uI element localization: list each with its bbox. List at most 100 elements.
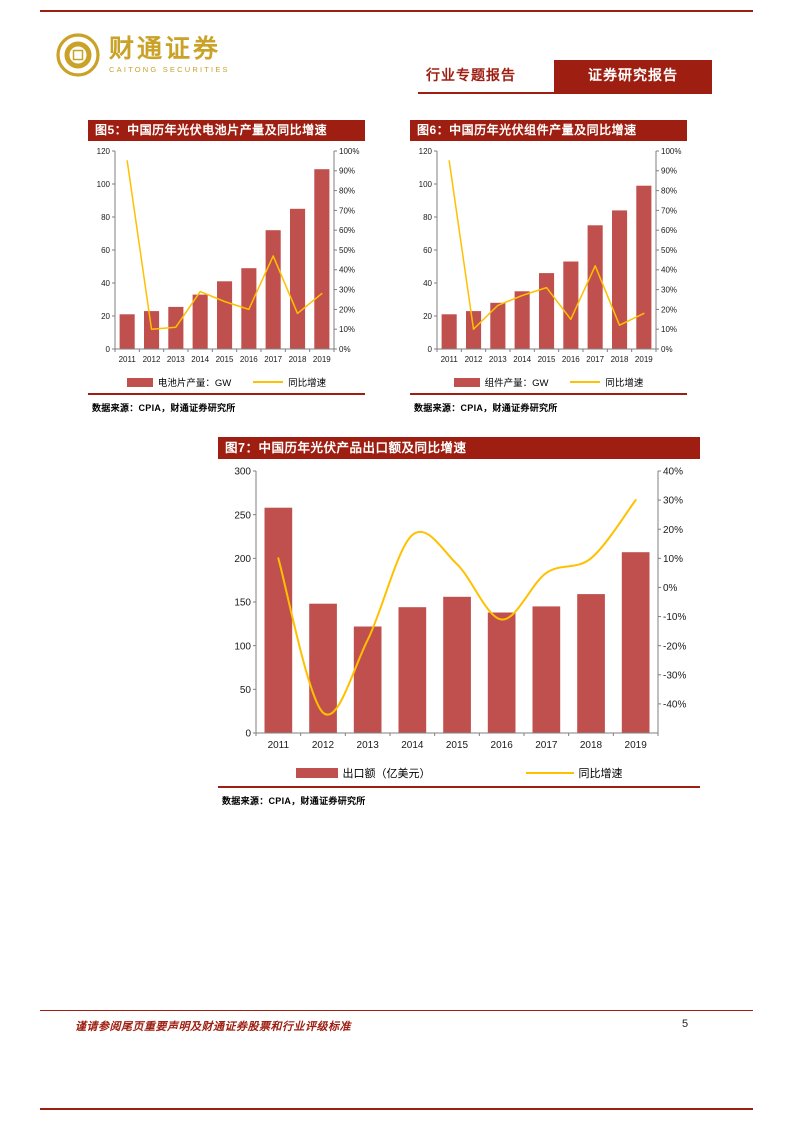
svg-text:2017: 2017 <box>535 740 558 751</box>
chart-legend: 组件产量：GW 同比增速 <box>410 371 687 393</box>
svg-text:80%: 80% <box>339 186 355 195</box>
svg-text:2011: 2011 <box>268 740 290 751</box>
svg-text:2013: 2013 <box>167 355 185 364</box>
svg-text:0%: 0% <box>339 345 351 354</box>
chart-legend: 出口额（亿美元） 同比增速 <box>218 760 700 786</box>
chart-canvas: 0 20 40 60 80 100 120 0% 10% 20% 30% 40% 50% 60% 70% 80… <box>97 147 360 364</box>
legend-line-label: 同比增速 <box>605 378 644 389</box>
svg-text:2015: 2015 <box>216 355 234 364</box>
chart-canvas: 0 20 40 60 80 100 120 0% 10% 20% 30% 40% 50% 60% 70% 80… <box>419 147 682 364</box>
svg-text:60: 60 <box>423 246 432 255</box>
bar-swatch-icon <box>453 377 480 387</box>
header-tags: 行业专题报告 证券研究报告 <box>418 60 712 94</box>
svg-text:2017: 2017 <box>264 355 282 364</box>
svg-text:200: 200 <box>234 554 251 565</box>
svg-text:2016: 2016 <box>491 740 514 751</box>
brand-logo: 财通证券 CAITONG SECURITIES <box>55 32 230 78</box>
bottom-rule <box>40 1108 753 1110</box>
data-source-note: 数据来源：CPIA，财通证券研究所 <box>222 796 366 806</box>
svg-text:100: 100 <box>97 180 111 189</box>
svg-text:40: 40 <box>101 279 110 288</box>
svg-text:60: 60 <box>101 246 110 255</box>
figure-body: 0 20 40 60 80 100 120 0% 10% 20% 30% 40% 50% 60% 70% 80… <box>88 141 365 395</box>
svg-text:30%: 30% <box>663 496 683 507</box>
svg-text:2012: 2012 <box>143 355 161 364</box>
svg-text:40%: 40% <box>661 266 677 275</box>
svg-text:250: 250 <box>234 510 251 521</box>
figure-title: 图7：中国历年光伏产品出口额及同比增速 <box>218 437 700 459</box>
svg-text:0%: 0% <box>663 583 678 594</box>
svg-text:40%: 40% <box>339 266 355 275</box>
svg-text:2014: 2014 <box>401 740 424 751</box>
svg-text:2016: 2016 <box>562 355 580 364</box>
svg-text:20: 20 <box>101 312 110 321</box>
line-swatch-icon <box>570 381 601 383</box>
svg-text:2019: 2019 <box>635 355 653 364</box>
svg-text:150: 150 <box>234 598 251 609</box>
svg-text:80%: 80% <box>661 186 677 195</box>
svg-text:80: 80 <box>423 213 432 222</box>
svg-text:20%: 20% <box>663 525 683 536</box>
svg-text:90%: 90% <box>339 167 355 176</box>
line-swatch-icon <box>253 381 284 383</box>
svg-text:2013: 2013 <box>489 355 507 364</box>
brand-name-cn: 财通证券 <box>109 35 222 63</box>
brand-text: 财通证券 CAITONG SECURITIES <box>109 36 230 75</box>
footer-disclaimer: 谨请参阅尾页重要声明及财通证券股票和行业评级标准 <box>75 1021 351 1033</box>
svg-text:300: 300 <box>234 467 251 478</box>
svg-text:2018: 2018 <box>289 355 307 364</box>
figure-body: 0 50 100 150 200 250 300 -40% -30% -20% -10% 0% 10% 2… <box>218 459 700 788</box>
legend-item-bar: 出口额（亿美元） <box>295 765 431 781</box>
svg-text:-10%: -10% <box>663 612 686 623</box>
svg-text:60%: 60% <box>661 226 677 235</box>
svg-text:90%: 90% <box>661 167 677 176</box>
data-source-note: 数据来源：CPIA，财通证券研究所 <box>414 403 558 413</box>
svg-text:2013: 2013 <box>357 740 380 751</box>
svg-text:50%: 50% <box>661 246 677 255</box>
chart-canvas: 0 50 100 150 200 250 300 -40% -30% -20% -10% 0% 10% 2… <box>234 467 686 751</box>
svg-text:100: 100 <box>419 180 433 189</box>
svg-text:-20%: -20% <box>663 641 686 652</box>
legend-line-label: 同比增速 <box>288 378 327 389</box>
svg-text:60%: 60% <box>339 226 355 235</box>
figure-pv-export-chart: 图7：中国历年光伏产品出口额及同比增速 0 50 100 150 200 250 300 -4… <box>218 437 700 807</box>
svg-text:50%: 50% <box>339 246 355 255</box>
figure-pv-cell-chart: 图5：中国历年光伏电池片产量及同比增速 0 20 40 60 80 100 120 0% 10%… <box>88 120 365 414</box>
figure-body: 0 20 40 60 80 100 120 0% 10% 20% 30% 40% 50% 60% 70% 80… <box>410 141 687 395</box>
svg-text:2019: 2019 <box>625 740 648 751</box>
footer-rule <box>40 1010 753 1011</box>
svg-text:10%: 10% <box>339 325 355 334</box>
svg-text:0: 0 <box>245 729 251 740</box>
svg-text:0%: 0% <box>661 345 673 354</box>
svg-text:10%: 10% <box>661 325 677 334</box>
figure-title: 图5：中国历年光伏电池片产量及同比增速 <box>88 120 365 141</box>
svg-text:2012: 2012 <box>312 740 335 751</box>
svg-text:2017: 2017 <box>586 355 604 364</box>
top-rule <box>40 10 753 12</box>
svg-text:2015: 2015 <box>538 355 556 364</box>
svg-text:100: 100 <box>234 641 251 652</box>
figure-title: 图6：中国历年光伏组件产量及同比增速 <box>410 120 687 141</box>
svg-text:2016: 2016 <box>240 355 258 364</box>
svg-text:120: 120 <box>97 147 111 156</box>
legend-bar-label: 组件产量：GW <box>484 378 549 389</box>
legend-item-line: 同比增速 <box>570 375 643 389</box>
caitong-logo-icon <box>56 33 100 77</box>
svg-text:10%: 10% <box>663 554 683 565</box>
svg-text:70%: 70% <box>661 206 677 215</box>
svg-text:2011: 2011 <box>441 355 459 364</box>
svg-text:20%: 20% <box>339 305 355 314</box>
legend-bar-label: 出口额（亿美元） <box>342 768 431 780</box>
svg-text:2018: 2018 <box>580 740 603 751</box>
svg-text:2011: 2011 <box>119 355 137 364</box>
report-series-tag: 证券研究报告 <box>554 60 712 92</box>
svg-text:0: 0 <box>428 345 433 354</box>
data-source-note: 数据来源：CPIA，财通证券研究所 <box>92 403 236 413</box>
legend-item-bar: 组件产量：GW <box>453 375 549 389</box>
legend-bar-label: 电池片产量：GW <box>157 378 232 389</box>
figure-pv-module-chart: 图6：中国历年光伏组件产量及同比增速 0 20 40 60 80 100 120 0% 10% 2… <box>410 120 687 414</box>
legend-item-bar: 电池片产量：GW <box>126 375 232 389</box>
svg-text:2014: 2014 <box>513 355 531 364</box>
svg-text:100%: 100% <box>339 147 359 156</box>
